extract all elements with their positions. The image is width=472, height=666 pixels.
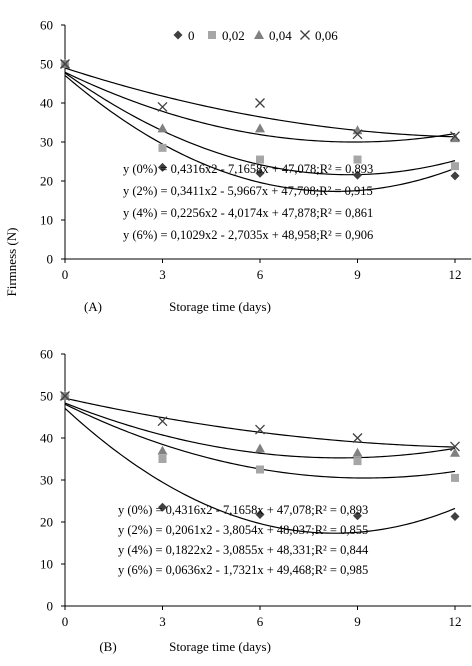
data-point-0 [353,511,362,521]
data-point-002 [158,143,167,152]
fit-equation: y (0%) = 0,4316x2 - 7,1658x + 47,078;R² … [118,503,368,517]
y-tick-label: 60 [40,347,53,362]
panel-label: (B) [99,639,116,654]
trend-curve-006 [64,67,456,138]
x-tick-label: 9 [354,267,361,282]
data-point-004 [352,447,363,457]
y-tick-label: 60 [40,18,53,33]
legend-marker-004 [254,30,264,39]
data-point-004 [255,123,265,133]
x-tick-label: 6 [257,614,264,629]
data-point-006 [450,441,460,452]
x-axis-label: Storage time (days) [169,299,271,314]
panel-b: 0 10 20 30 40 50 60 0 3 6 9 12 y (0%) = 0,4316x2 - 7… [40,347,472,654]
y-tick-label: 10 [40,213,53,228]
data-point-006 [255,424,265,435]
trend-curve-004 [64,402,456,459]
data-point-0 [450,171,460,181]
legend-label: 0,02 [222,28,245,43]
y-tick-label: 30 [40,473,53,488]
data-point-002 [256,155,264,164]
data-point-004 [157,445,168,455]
y-tick-label: 10 [40,557,53,572]
y-tick-label: 0 [47,252,54,267]
data-point-0 [158,502,167,512]
data-point-006 [352,129,363,140]
legend-label: 0 [188,28,195,43]
x-axis-label: Storage time (days) [169,639,271,654]
data-point-006 [450,131,460,142]
data-point-0 [255,509,265,519]
y-tick-label: 40 [40,96,53,111]
x-tick-label: 3 [159,267,166,282]
y-tick-label: 30 [40,135,53,150]
legend-marker-002 [208,31,216,39]
data-point-0 [450,512,460,522]
x-tick-label: 0 [62,614,69,629]
fit-equation: y (6%) = 0,1029x2 - 2,7035x + 48,958;R² … [123,228,373,242]
data-point-004 [255,443,265,453]
trend-curve-004 [64,71,456,143]
data-point-002 [353,457,362,466]
y-tick-label: 50 [40,389,53,404]
data-point-0 [158,162,167,172]
y-tick-label: 0 [47,599,54,614]
panel-a: 0 10 20 30 40 50 60 0 3 6 9 12 y (0%) = 0,4316x2 - 7… [40,18,472,314]
legend-label: 0,04 [269,28,292,43]
data-point-004 [450,447,460,457]
data-point-002 [353,155,362,164]
trend-curve-002 [64,72,456,176]
trend-curve-006 [64,397,456,448]
data-point-002 [158,455,167,463]
x-tick-label: 0 [62,267,69,282]
legend-marker-006 [300,30,310,40]
y-tick-label: 40 [40,431,53,446]
data-point-006 [157,416,168,427]
fit-equation: y (4%) = 0,1822x2 - 3,0855x + 48,331;R² … [118,543,369,557]
legend-label: 0,06 [315,28,338,43]
x-tick-label: 9 [354,614,361,629]
trend-curve-0 [64,407,456,534]
fit-equation: y (2%) = 0,2061x2 - 3,8054x + 48,037;R² … [118,523,368,537]
trend-curve-0 [64,74,456,192]
fit-equation: y (0%) = 0,4316x2 - 7,1658x + 47,078;R² … [123,162,373,176]
data-point-006 [157,101,168,112]
y-tick-label: 20 [40,174,53,189]
y-tick-label: 50 [40,57,53,72]
x-tick-label: 6 [257,267,264,282]
fit-equation: y (6%) = 0,0636x2 - 1,7321x + 49,468;R² … [118,563,368,577]
data-point-006 [60,59,70,69]
y-tick-label: 20 [40,515,53,530]
fit-equation: y (4%) = 0,2256x2 - 4,0174x + 47,878;R² … [123,206,373,220]
x-tick-label: 3 [159,614,166,629]
y-axis-label: Firmness (N) [4,228,19,297]
data-point-006 [60,391,70,401]
data-point-0 [255,168,265,178]
panel-label: (A) [84,299,102,314]
data-point-006 [255,98,265,108]
data-point-0 [353,170,362,180]
data-point-002 [451,473,459,482]
data-point-004 [157,123,168,133]
x-tick-label: 12 [449,614,462,629]
fit-equation: y (2%) = 0,3411x2 - 5,9667x + 47,708;R² … [123,184,373,198]
data-point-002 [256,465,264,474]
legend-marker-0 [173,30,183,40]
data-point-002 [451,162,459,171]
data-point-004 [450,133,460,143]
data-point-006 [352,433,363,443]
x-tick-label: 12 [449,267,462,282]
